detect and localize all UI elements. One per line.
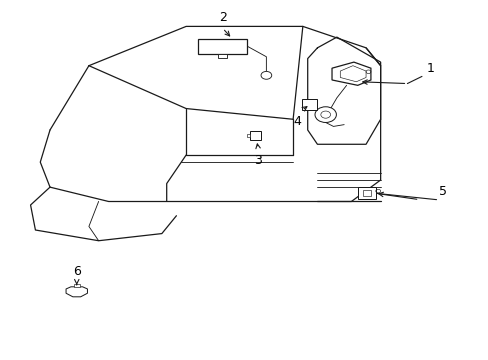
Text: 3: 3 [254, 154, 262, 167]
Bar [218, 54, 226, 58]
Text: 6: 6 [73, 265, 81, 278]
Bar [362, 190, 371, 196]
Text: 5: 5 [438, 185, 446, 198]
Text: 1: 1 [426, 62, 434, 75]
Circle shape [314, 107, 336, 122]
Circle shape [261, 71, 271, 79]
Bar [198, 39, 246, 54]
Bar [249, 131, 260, 140]
Bar [302, 99, 316, 111]
Polygon shape [66, 287, 87, 297]
Polygon shape [331, 62, 370, 85]
Text: 2: 2 [218, 11, 226, 24]
Bar [357, 187, 375, 199]
Bar [246, 134, 250, 137]
Text: 4: 4 [292, 114, 300, 128]
Bar [74, 284, 80, 287]
